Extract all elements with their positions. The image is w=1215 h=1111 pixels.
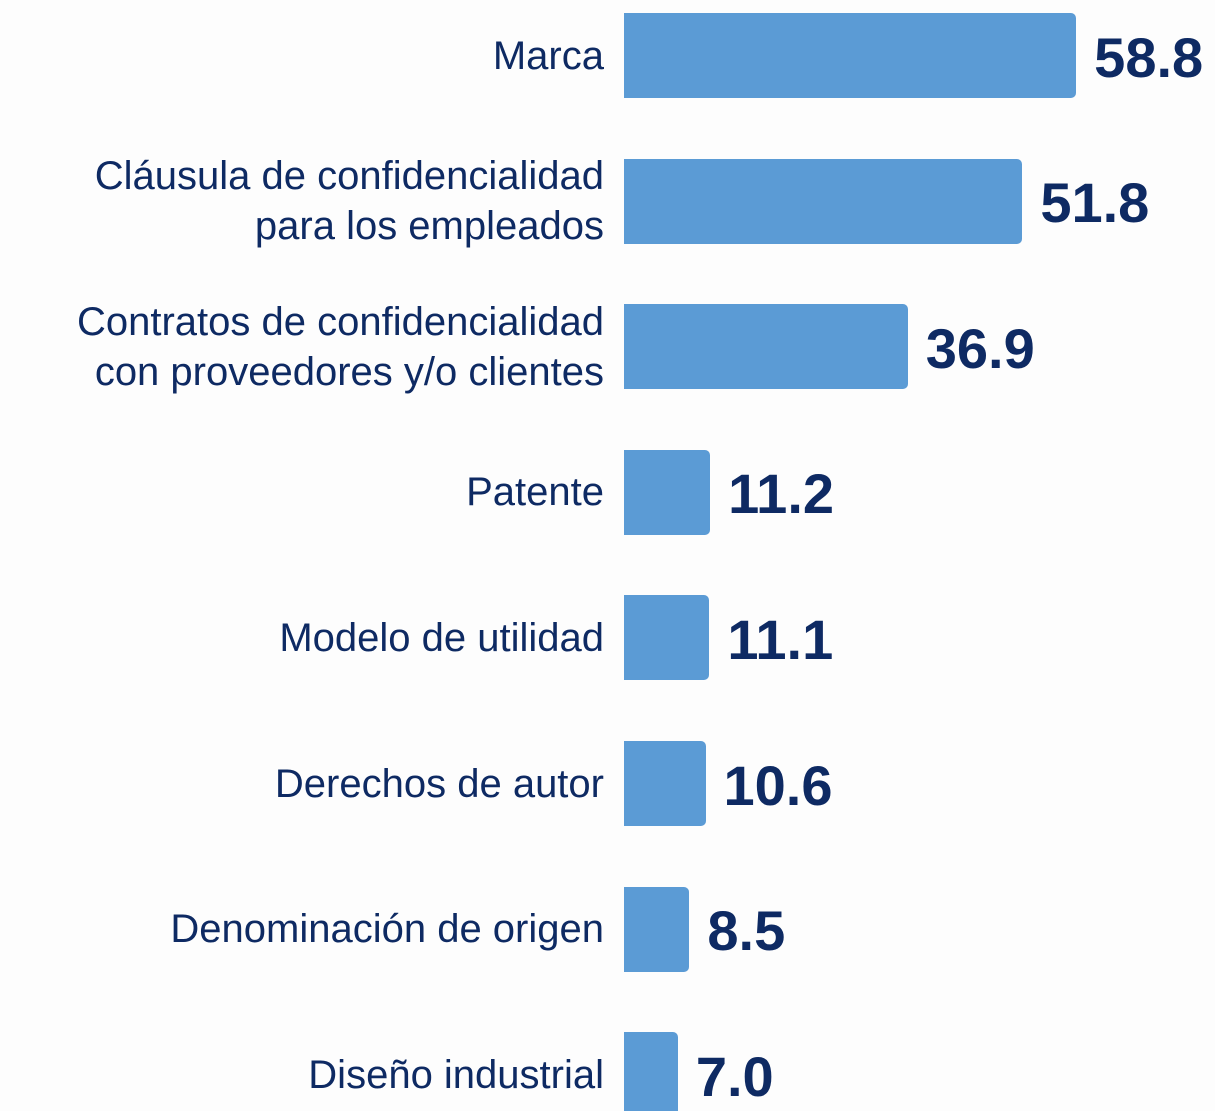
bar	[624, 595, 710, 681]
category-label: Diseño industrial	[308, 1052, 604, 1097]
value-label: 58.8	[1094, 25, 1204, 89]
bar	[624, 886, 690, 972]
value-label: 7.0	[695, 1044, 774, 1108]
category-label: Derechos de autor	[274, 761, 604, 806]
category-label: Patente	[466, 470, 604, 515]
bar	[624, 1032, 678, 1111]
value-label: 11.1	[727, 607, 834, 671]
bar	[624, 13, 1077, 98]
bar	[624, 158, 1023, 244]
bar	[624, 741, 706, 826]
bar	[624, 304, 908, 390]
value-label: 10.6	[723, 753, 833, 817]
value-label: 36.9	[925, 316, 1035, 380]
category-label: Contratos de confidencialidad con provee…	[76, 299, 604, 394]
category-label: Modelo de utilidad	[279, 615, 604, 660]
category-label: Cláusula de confidencialidad para los em…	[94, 154, 604, 249]
category-label: Denominación de origen	[170, 907, 604, 952]
bar	[624, 449, 711, 535]
category-label: Marca	[492, 33, 604, 78]
value-label: 11.2	[728, 462, 835, 526]
value-label: 8.5	[707, 899, 786, 963]
value-label: 51.8	[1040, 171, 1150, 235]
